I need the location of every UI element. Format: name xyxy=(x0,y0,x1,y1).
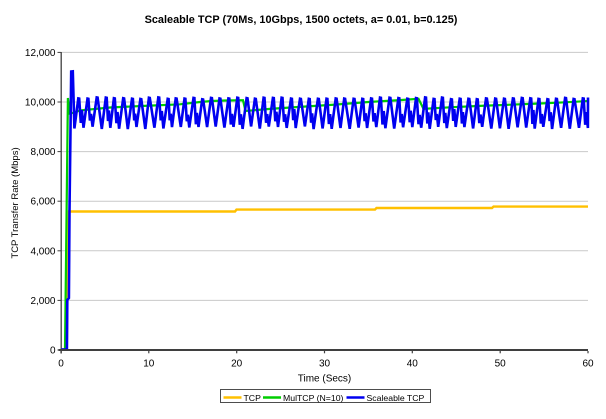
svg-text:2,000: 2,000 xyxy=(30,296,55,307)
svg-text:Scaleable TCP (70Ms, 10Gbps, 1: Scaleable TCP (70Ms, 10Gbps, 1500 octets… xyxy=(145,14,458,26)
svg-text:10,000: 10,000 xyxy=(25,98,56,109)
svg-text:MulTCP (N=10): MulTCP (N=10) xyxy=(283,393,344,403)
svg-text:10: 10 xyxy=(143,358,155,369)
svg-text:0: 0 xyxy=(58,358,64,369)
svg-text:0: 0 xyxy=(50,346,56,357)
svg-text:8,000: 8,000 xyxy=(30,147,55,158)
svg-text:30: 30 xyxy=(319,358,331,369)
svg-text:6,000: 6,000 xyxy=(30,197,55,208)
svg-text:TCP Transfer Rate (Mbps): TCP Transfer Rate (Mbps) xyxy=(10,147,21,258)
svg-text:Scaleable TCP: Scaleable TCP xyxy=(367,393,425,403)
svg-text:4,000: 4,000 xyxy=(30,246,55,257)
svg-text:60: 60 xyxy=(582,358,594,369)
svg-text:50: 50 xyxy=(495,358,507,369)
svg-text:20: 20 xyxy=(231,358,243,369)
svg-text:Time (Secs): Time (Secs) xyxy=(298,374,352,385)
svg-text:12,000: 12,000 xyxy=(25,48,56,59)
svg-text:40: 40 xyxy=(407,358,419,369)
svg-text:TCP: TCP xyxy=(244,393,262,403)
